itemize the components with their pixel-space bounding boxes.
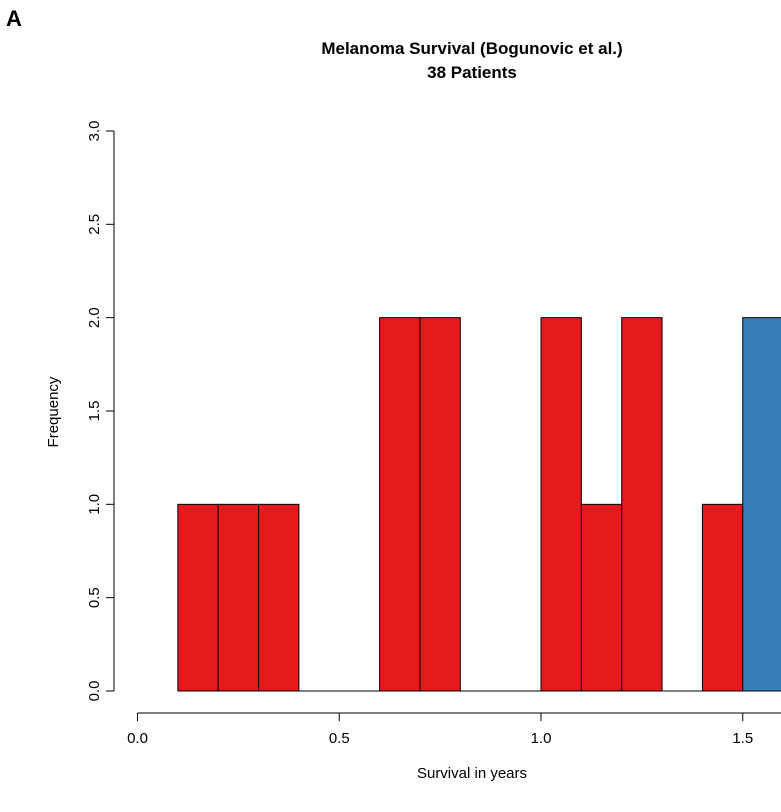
x-tick-label: 0.0 bbox=[127, 730, 148, 747]
panel-label: A bbox=[6, 6, 22, 31]
y-tick-label: 1.0 bbox=[86, 494, 103, 515]
x-axis: 0.00.51.01.52.02.53.0 bbox=[127, 712, 781, 747]
y-tick-label: 3.0 bbox=[86, 121, 103, 142]
y-tick-label: 1.5 bbox=[86, 401, 103, 422]
y-tick-label: 0.0 bbox=[86, 681, 103, 702]
histogram-bar-below-1 bbox=[217, 503, 260, 692]
y-tick-label: 2.0 bbox=[86, 307, 103, 328]
x-tick-label: 1.0 bbox=[531, 730, 552, 747]
y-tick-label: 2.5 bbox=[86, 214, 103, 235]
histogram-bar-below-3 bbox=[379, 317, 421, 692]
histogram-bar-below-6 bbox=[580, 503, 623, 692]
chart-subtitle: 38 Patients bbox=[427, 63, 517, 82]
y-axis-label: Frequency bbox=[45, 376, 62, 447]
histogram-bar-below-2 bbox=[258, 503, 300, 692]
histogram-bar-below-0 bbox=[177, 503, 219, 692]
y-axis: 0.0 0.5 1.0 1.5 2.0 2.5 3.0 bbox=[86, 121, 115, 702]
bars-group bbox=[177, 317, 781, 692]
x-axis-label: Survival in years bbox=[417, 765, 527, 782]
chart-title: Melanoma Survival (Bogunovic et al.) bbox=[321, 39, 622, 58]
histogram-bar-below-4 bbox=[419, 317, 461, 692]
histogram-bar-below-8 bbox=[701, 503, 744, 692]
histogram-bar-below-5 bbox=[540, 317, 582, 692]
x-tick-label: 1.5 bbox=[732, 730, 753, 747]
x-tick-label: 0.5 bbox=[329, 730, 350, 747]
y-tick-label: 0.5 bbox=[86, 587, 103, 608]
histogram-bar-above-0 bbox=[742, 317, 781, 692]
histogram-bar-below-7 bbox=[621, 317, 663, 692]
